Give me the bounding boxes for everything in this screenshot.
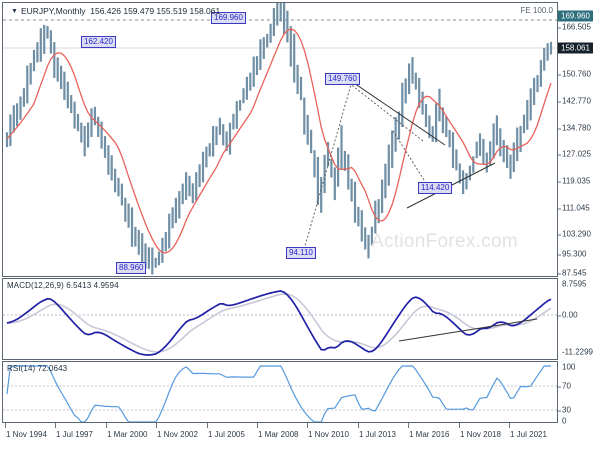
symbol-name: EURJPY,Monthly [20, 6, 86, 16]
fibonacci-extension-label: FE 100.0 [520, 6, 553, 15]
macd-plot-svg [3, 290, 557, 356]
ohlc-values: 156.426 159.479 155.519 158.061 [90, 6, 221, 16]
macd-axis-tick: 8.7595 [562, 279, 587, 289]
price-axis-tick: 119.035 [557, 176, 591, 186]
price-tag-94110: 94.110 [286, 247, 316, 259]
moving-average-line [6, 28, 552, 254]
price-tag-162420: 162.420 [81, 36, 116, 48]
price-bars [5, 3, 553, 275]
chevron-down-icon[interactable]: ▼ [11, 8, 18, 15]
site-watermark: ActionForex.com [371, 231, 519, 252]
price-tag-114420: 114.420 [418, 182, 453, 194]
rsi-axis[interactable]: 100 70 30 0 [558, 361, 600, 426]
date-axis-tick: 1 Mar 2008 [256, 423, 299, 439]
price-axis-high-tag: 169.960 [558, 10, 593, 22]
rsi-axis-tick: 100 [562, 362, 576, 372]
price-axis-tick: 150.760 [558, 69, 591, 79]
date-axis-tick: 1 Mar 2000 [105, 423, 148, 439]
dotted-rising-line [302, 80, 353, 254]
price-axis-tick: 87.545 [557, 268, 587, 278]
rsi-plot-area[interactable] [3, 362, 557, 422]
macd-label: MACD(12,26,9) 6.5413 4.9594 [7, 281, 119, 290]
price-plot-area[interactable] [3, 3, 557, 276]
date-axis-tick: 1 Jul 2013 [358, 423, 396, 439]
price-axis-last-tag: 158.061 [558, 42, 593, 54]
rsi-axis-tick: 30 [558, 405, 571, 415]
price-axis-tick: 95.300 [557, 249, 587, 259]
dotted-resistance-line [348, 82, 424, 142]
price-axis-tick: 142.770 [558, 96, 591, 106]
date-axis-tick: 1 Jul 1997 [55, 423, 93, 439]
macd-signal-line [6, 293, 552, 353]
price-axis-tick: 134.780 [558, 123, 591, 133]
date-axis-tick: 1 Nov 2010 [307, 423, 349, 439]
macd-axis[interactable]: 8.7595 0.00 -11.2299 [558, 278, 600, 360]
date-axis-tick: 1 Mar 2016 [407, 423, 450, 439]
rsi-axis-tick: 0 [562, 416, 567, 426]
rsi-main-line [6, 365, 551, 422]
price-axis[interactable]: 169.960 166.505 158.061 150.760 142.770 … [557, 2, 600, 278]
price-tag-169960: 169.960 [211, 12, 246, 24]
date-axis-tick: 1 Nov 1994 [5, 423, 47, 439]
price-axis-tick: 103.290 [558, 229, 591, 239]
macd-trendline [398, 318, 538, 342]
date-axis-tick: 1 Nov 2002 [156, 423, 198, 439]
rsi-plot-svg [3, 365, 557, 422]
price-axis-tick: 111.045 [558, 203, 590, 213]
price-tag-149760: 149.760 [325, 73, 360, 85]
falling-trendline [350, 80, 446, 146]
date-axis[interactable]: 1 Nov 1994 1 Jul 1997 1 Mar 2000 1 Nov 2… [2, 423, 558, 447]
price-chart-panel[interactable]: ▼ EURJPY,Monthly 156.426 159.479 155.519 … [2, 2, 558, 277]
symbol-ohlc-label: ▼ EURJPY,Monthly 156.426 159.479 155.519 … [11, 6, 220, 16]
rsi-label: RSI(14) 72.0643 [7, 364, 68, 373]
date-axis-tick: 1 Jul 2021 [509, 423, 547, 439]
rsi-panel[interactable]: RSI(14) 72.0643 [2, 361, 558, 423]
macd-main-line [6, 290, 552, 356]
price-axis-tick: 127.025 [558, 149, 591, 159]
price-axis-tick: 166.505 [558, 22, 591, 32]
rsi-axis-tick: 70 [558, 381, 571, 391]
macd-axis-tick: -11.2299 [562, 347, 593, 357]
macd-plot-area[interactable] [3, 279, 557, 359]
price-plot-svg [3, 3, 557, 275]
date-axis-tick: 1 Nov 2018 [459, 423, 501, 439]
macd-panel[interactable]: MACD(12,26,9) 6.5413 4.9594 [2, 278, 558, 360]
macd-axis-tick: 0.00 [558, 310, 578, 320]
date-axis-tick: 1 Jul 2005 [207, 423, 245, 439]
price-tag-88960: 88.960 [116, 262, 147, 274]
